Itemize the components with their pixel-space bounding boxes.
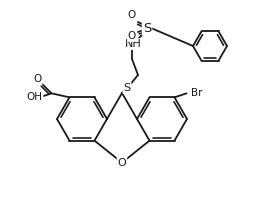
Text: NH: NH (125, 39, 141, 49)
Text: Br: Br (191, 88, 202, 98)
Text: OH: OH (26, 92, 42, 102)
Text: O: O (128, 10, 136, 20)
Text: S: S (123, 83, 130, 93)
Text: S: S (143, 21, 151, 34)
Text: O: O (118, 158, 126, 168)
Text: O: O (128, 31, 136, 41)
Text: O: O (33, 74, 42, 84)
